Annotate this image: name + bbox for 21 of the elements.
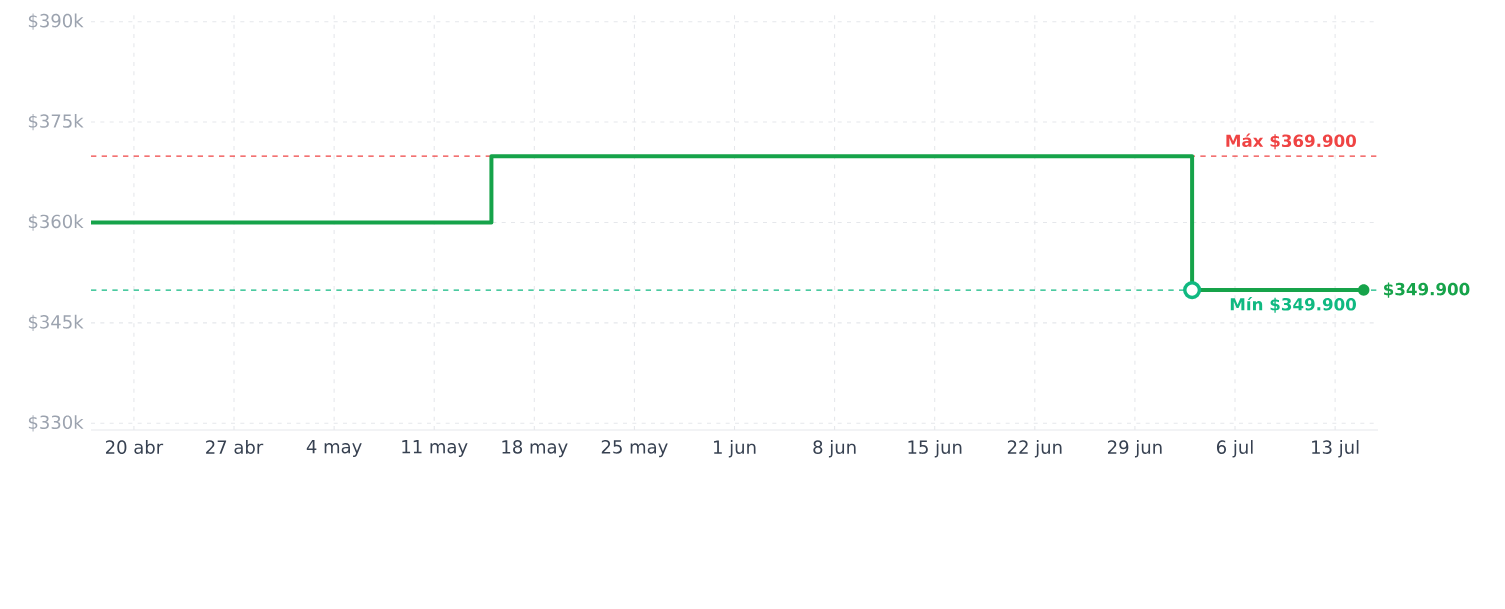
y-tick-label: $345k bbox=[28, 314, 84, 332]
ref-line-label: Mín $349.900 bbox=[1230, 297, 1356, 313]
y-tick-label: $330k bbox=[28, 415, 84, 432]
x-tick-label: 11 may bbox=[402, 440, 468, 457]
x-tick-label: 27 abr bbox=[206, 440, 264, 454]
x-tick-label: 20 abr bbox=[105, 440, 164, 454]
x-tick-label: 22 jun bbox=[1007, 440, 1062, 458]
x-tick-label: 15 jun bbox=[908, 440, 962, 458]
x-tick-label: 8 jun bbox=[813, 440, 856, 458]
x-tick-label: 25 may bbox=[601, 440, 668, 458]
y-tick-label: $375k bbox=[28, 113, 84, 131]
ref-line-label: Máx $369.900 bbox=[1226, 133, 1356, 150]
x-tick-label: 4 may bbox=[306, 440, 362, 457]
annotation: $349.900 bbox=[1384, 282, 1470, 298]
x-tick-label: 1 jun bbox=[714, 440, 756, 458]
x-tick-label: 6 jul bbox=[1216, 440, 1253, 458]
y-tick-label: $360k bbox=[28, 214, 84, 231]
x-tick-label: 29 jun bbox=[1108, 440, 1162, 458]
x-tick-label: 18 may bbox=[502, 440, 568, 458]
y-tick-label: $390k bbox=[28, 13, 84, 30]
x-tick-label: 13 jul bbox=[1312, 440, 1359, 458]
